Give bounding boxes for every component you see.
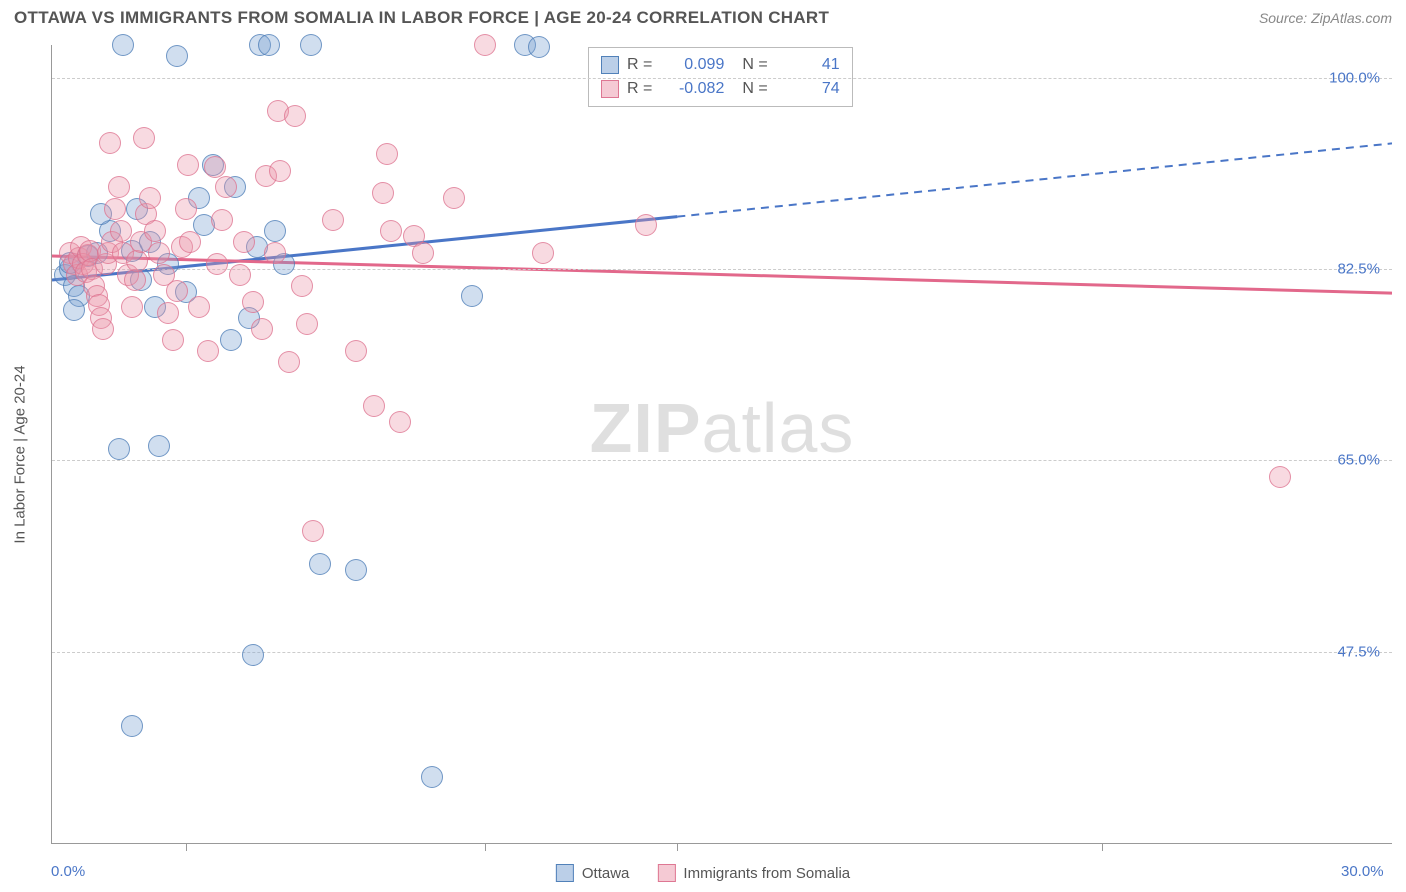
data-point (421, 766, 443, 788)
data-point (345, 559, 367, 581)
data-point (110, 220, 132, 242)
legend-item: Ottawa (556, 864, 630, 882)
data-point (242, 291, 264, 313)
data-point (92, 318, 114, 340)
data-point (108, 176, 130, 198)
data-point (215, 176, 237, 198)
data-point (206, 253, 228, 275)
x-tick (485, 843, 486, 851)
data-point (177, 154, 199, 176)
data-point (133, 127, 155, 149)
data-point (302, 520, 324, 542)
data-point (220, 329, 242, 351)
data-point (412, 242, 434, 264)
data-point (104, 198, 126, 220)
data-point (242, 644, 264, 666)
data-point (1269, 466, 1291, 488)
gridline (52, 460, 1392, 461)
x-tick (186, 843, 187, 851)
data-point (162, 329, 184, 351)
data-point (372, 182, 394, 204)
data-point (197, 340, 219, 362)
data-point (264, 220, 286, 242)
data-point (528, 36, 550, 58)
regression-lines (52, 45, 1392, 843)
legend-swatch (601, 80, 619, 98)
data-point (532, 242, 554, 264)
data-point (229, 264, 251, 286)
data-point (284, 105, 306, 127)
data-point (166, 280, 188, 302)
data-point (345, 340, 367, 362)
data-point (139, 187, 161, 209)
y-tick-label: 47.5% (1337, 643, 1380, 660)
legend-swatch (601, 56, 619, 74)
data-point (269, 160, 291, 182)
data-point (63, 299, 85, 321)
legend-item: Immigrants from Somalia (657, 864, 850, 882)
data-point (389, 411, 411, 433)
data-point (291, 275, 313, 297)
series-legend: Ottawa Immigrants from Somalia (556, 864, 850, 882)
y-axis-label: In Labor Force | Age 20-24 (12, 365, 29, 543)
data-point (380, 220, 402, 242)
scatter-chart: ZIPatlas R =0.099 N =41 R =-0.082 N =74 … (51, 45, 1392, 844)
legend-swatch (556, 864, 574, 882)
data-point (204, 156, 226, 178)
data-point (148, 435, 170, 457)
data-point (309, 553, 331, 575)
data-point (264, 242, 286, 264)
data-point (166, 45, 188, 67)
data-point (376, 143, 398, 165)
x-tick (1102, 843, 1103, 851)
legend-swatch (657, 864, 675, 882)
data-point (121, 296, 143, 318)
chart-title: OTTAWA VS IMMIGRANTS FROM SOMALIA IN LAB… (14, 8, 829, 28)
y-tick-label: 82.5% (1337, 261, 1380, 278)
data-point (443, 187, 465, 209)
y-tick-label: 100.0% (1329, 69, 1380, 86)
x-tick (677, 843, 678, 851)
gridline (52, 269, 1392, 270)
data-point (474, 34, 496, 56)
data-point (233, 231, 255, 253)
data-point (461, 285, 483, 307)
data-point (296, 313, 318, 335)
x-tick-label: 0.0% (51, 863, 85, 880)
correlation-row: R =-0.082 N =74 (601, 77, 840, 101)
watermark: ZIPatlas (590, 388, 855, 468)
x-tick-label: 30.0% (1341, 863, 1384, 880)
data-point (188, 296, 210, 318)
data-point (363, 395, 385, 417)
data-point (175, 198, 197, 220)
data-point (635, 214, 657, 236)
data-point (99, 132, 121, 154)
data-point (278, 351, 300, 373)
source-credit: Source: ZipAtlas.com (1259, 10, 1392, 26)
data-point (322, 209, 344, 231)
data-point (251, 318, 273, 340)
y-tick-label: 65.0% (1337, 452, 1380, 469)
gridline (52, 78, 1392, 79)
data-point (126, 250, 148, 272)
data-point (211, 209, 233, 231)
data-point (157, 302, 179, 324)
data-point (108, 438, 130, 460)
data-point (300, 34, 322, 56)
data-point (179, 231, 201, 253)
data-point (258, 34, 280, 56)
data-point (112, 34, 134, 56)
data-point (148, 242, 170, 264)
correlation-row: R =0.099 N =41 (601, 53, 840, 77)
data-point (121, 715, 143, 737)
data-point (144, 220, 166, 242)
